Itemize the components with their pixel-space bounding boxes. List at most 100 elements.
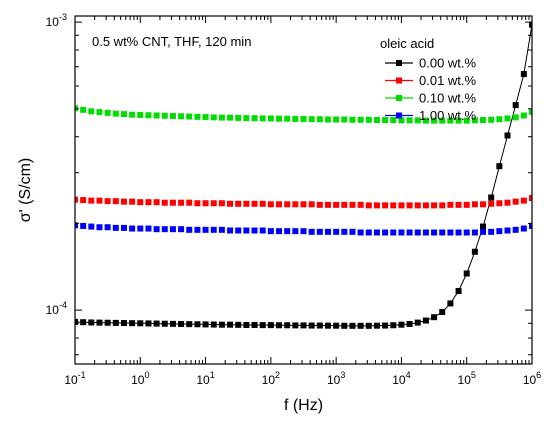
data-point — [112, 224, 119, 231]
data-point — [276, 228, 283, 235]
data-point — [145, 320, 152, 327]
y-tick-label: 10-3 — [46, 12, 67, 29]
data-point — [333, 201, 340, 208]
data-point — [243, 227, 250, 234]
data-point — [251, 115, 258, 122]
data-point — [341, 201, 348, 208]
annotation-text: 0.5 wt% CNT, THF, 120 min — [92, 34, 251, 49]
data-point — [496, 228, 503, 235]
data-point — [186, 321, 193, 328]
data-point — [529, 108, 532, 115]
data-point — [414, 117, 421, 124]
legend-item: 0.10 wt.% — [385, 91, 477, 106]
data-point — [284, 115, 291, 122]
data-point — [178, 113, 185, 120]
data-layer — [75, 21, 532, 329]
data-point — [137, 199, 144, 206]
x-tick-label: 102 — [262, 370, 280, 387]
data-point — [439, 229, 446, 236]
data-point — [431, 202, 438, 209]
data-point — [308, 228, 315, 235]
x-tick-label: 106 — [523, 370, 541, 387]
data-point — [129, 225, 136, 232]
data-point — [120, 198, 127, 205]
data-point — [480, 228, 487, 235]
data-point — [463, 201, 470, 208]
data-point — [202, 226, 209, 233]
data-point — [292, 201, 299, 208]
data-point — [455, 201, 462, 208]
data-point — [447, 201, 454, 208]
x-tick-label: 101 — [196, 370, 214, 387]
data-point — [398, 117, 405, 124]
data-point — [422, 202, 429, 209]
data-point — [96, 224, 103, 231]
data-point — [80, 197, 87, 204]
data-point — [259, 200, 266, 207]
data-point — [512, 226, 519, 233]
data-point — [88, 223, 95, 230]
data-point — [529, 195, 532, 202]
data-point — [406, 117, 413, 124]
data-point — [96, 109, 103, 116]
data-point — [512, 198, 519, 205]
data-point — [422, 117, 429, 124]
data-point — [153, 112, 160, 119]
data-point — [202, 114, 209, 121]
data-point — [284, 228, 291, 235]
data-point — [431, 314, 438, 321]
data-point — [390, 202, 397, 209]
legend: oleic acid 0.00 wt.% 0.01 wt.% 0.10 wt.% 1.… — [380, 36, 477, 123]
data-point — [235, 114, 242, 121]
data-point — [488, 200, 495, 207]
data-point — [267, 228, 274, 235]
series-2 — [75, 105, 532, 124]
data-point — [382, 229, 389, 236]
data-point — [324, 116, 331, 123]
data-point — [406, 202, 413, 209]
data-point — [243, 115, 250, 122]
data-point — [398, 229, 405, 236]
data-point — [96, 319, 103, 326]
data-point — [480, 201, 487, 208]
data-point — [316, 116, 323, 123]
data-point — [145, 112, 152, 119]
data-point — [194, 321, 201, 328]
data-point — [406, 229, 413, 236]
x-tick-label: 105 — [458, 370, 476, 387]
data-point — [373, 117, 380, 124]
data-point — [75, 318, 78, 325]
data-point — [251, 200, 258, 207]
data-point — [80, 222, 87, 229]
data-point — [447, 229, 454, 236]
data-point — [431, 229, 438, 236]
data-point — [75, 222, 78, 229]
legend-label: 1.00 wt.% — [419, 108, 477, 123]
data-point — [357, 322, 364, 329]
data-point — [153, 226, 160, 233]
data-point — [186, 226, 193, 233]
data-point — [496, 200, 503, 207]
data-point — [382, 202, 389, 209]
data-point — [292, 228, 299, 235]
data-point — [145, 225, 152, 232]
data-point — [80, 106, 87, 113]
data-point — [308, 116, 315, 123]
data-point — [357, 116, 364, 123]
plot-frame — [74, 15, 533, 365]
x-tick-label: 10-1 — [64, 370, 85, 387]
data-point — [390, 229, 397, 236]
data-point — [88, 108, 95, 115]
legend-item: 1.00 wt.% — [385, 108, 477, 123]
data-point — [129, 320, 136, 327]
data-point — [259, 115, 266, 122]
x-tick-label: 104 — [392, 370, 410, 387]
data-point — [463, 117, 470, 124]
data-point — [333, 116, 340, 123]
data-point — [194, 226, 201, 233]
data-point — [471, 229, 478, 236]
data-point — [186, 199, 193, 206]
data-point — [431, 117, 438, 124]
data-point — [235, 321, 242, 328]
data-point — [88, 197, 95, 204]
